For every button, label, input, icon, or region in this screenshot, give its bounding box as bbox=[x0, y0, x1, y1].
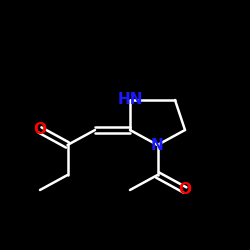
Text: HN: HN bbox=[117, 92, 143, 108]
Text: N: N bbox=[151, 138, 164, 152]
Text: O: O bbox=[178, 182, 192, 198]
Text: O: O bbox=[34, 122, 46, 138]
